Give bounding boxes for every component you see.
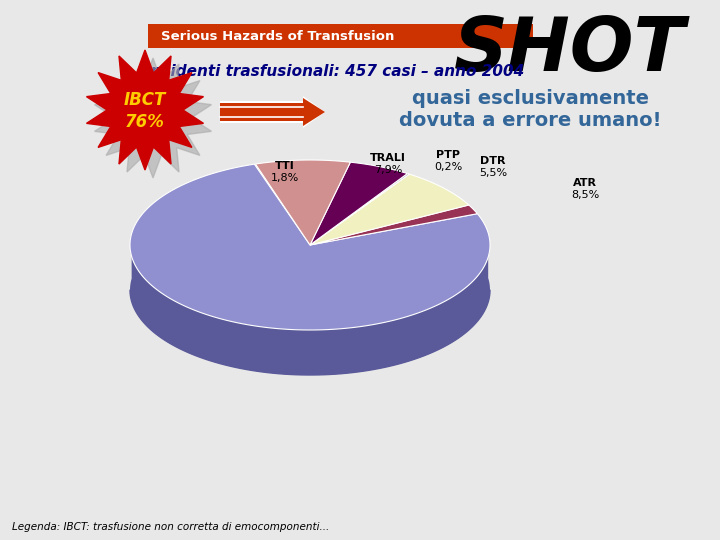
Bar (148, 24, 533, 48)
Polygon shape (94, 58, 212, 178)
Polygon shape (130, 290, 490, 375)
Text: 76%: 76% (125, 113, 165, 131)
Text: Serious Hazards of Transfusion: Serious Hazards of Transfusion (161, 30, 395, 43)
Polygon shape (310, 173, 409, 245)
Text: 7,9%: 7,9% (374, 165, 402, 175)
Text: 8,5%: 8,5% (571, 190, 599, 200)
Text: 5,5%: 5,5% (479, 168, 507, 178)
Polygon shape (310, 205, 477, 245)
Text: Incidenti trasfusionali: 457 casi – anno 2004: Incidenti trasfusionali: 457 casi – anno… (145, 64, 525, 79)
Text: 0,2%: 0,2% (434, 162, 462, 172)
Text: TRALI: TRALI (370, 153, 406, 163)
Text: TTI: TTI (275, 161, 295, 171)
FancyArrow shape (220, 96, 325, 128)
Text: DTR: DTR (480, 156, 505, 166)
Polygon shape (130, 164, 490, 330)
Polygon shape (310, 162, 408, 245)
FancyArrow shape (220, 98, 325, 126)
Polygon shape (86, 50, 204, 170)
Text: Legenda: IBCT: trasfusione non corretta di emocomponenti...: Legenda: IBCT: trasfusione non corretta … (12, 522, 329, 532)
Text: ATR: ATR (573, 178, 597, 188)
Polygon shape (256, 160, 351, 245)
Text: 1,8%: 1,8% (271, 173, 299, 183)
Text: PTP: PTP (436, 150, 460, 160)
Text: quasi esclusivamente
dovuta a errore umano!: quasi esclusivamente dovuta a errore uma… (399, 90, 661, 131)
Text: IBCT: IBCT (124, 91, 166, 109)
Polygon shape (310, 174, 469, 245)
Polygon shape (130, 233, 490, 375)
Text: SHOT: SHOT (454, 14, 685, 86)
